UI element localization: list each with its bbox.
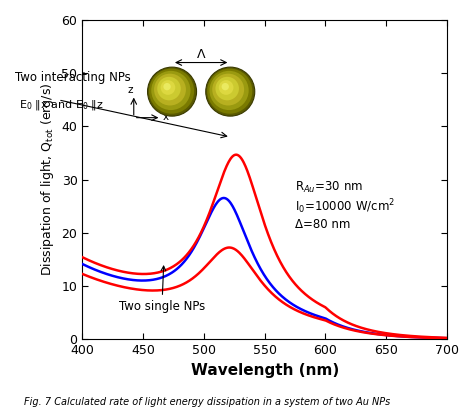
X-axis label: Wavelength (nm): Wavelength (nm) bbox=[191, 363, 339, 378]
Text: R$_{Au}$=30 nm
I$_0$=10000 W/cm$^2$
Δ=80 nm: R$_{Au}$=30 nm I$_0$=10000 W/cm$^2$ Δ=80… bbox=[295, 180, 395, 231]
Y-axis label: Dissipation of light, Q$_\mathrm{tot}$ (erg/s): Dissipation of light, Q$_\mathrm{tot}$ (… bbox=[39, 83, 56, 276]
Text: Two single NPs: Two single NPs bbox=[119, 266, 205, 313]
Text: Two interacting NPs: Two interacting NPs bbox=[16, 71, 131, 84]
Text: E$_0$ ‖x and E$_0$ ‖z: E$_0$ ‖x and E$_0$ ‖z bbox=[19, 98, 104, 112]
Text: Fig. 7 Calculated rate of light energy dissipation in a system of two Au NPs: Fig. 7 Calculated rate of light energy d… bbox=[24, 397, 390, 407]
